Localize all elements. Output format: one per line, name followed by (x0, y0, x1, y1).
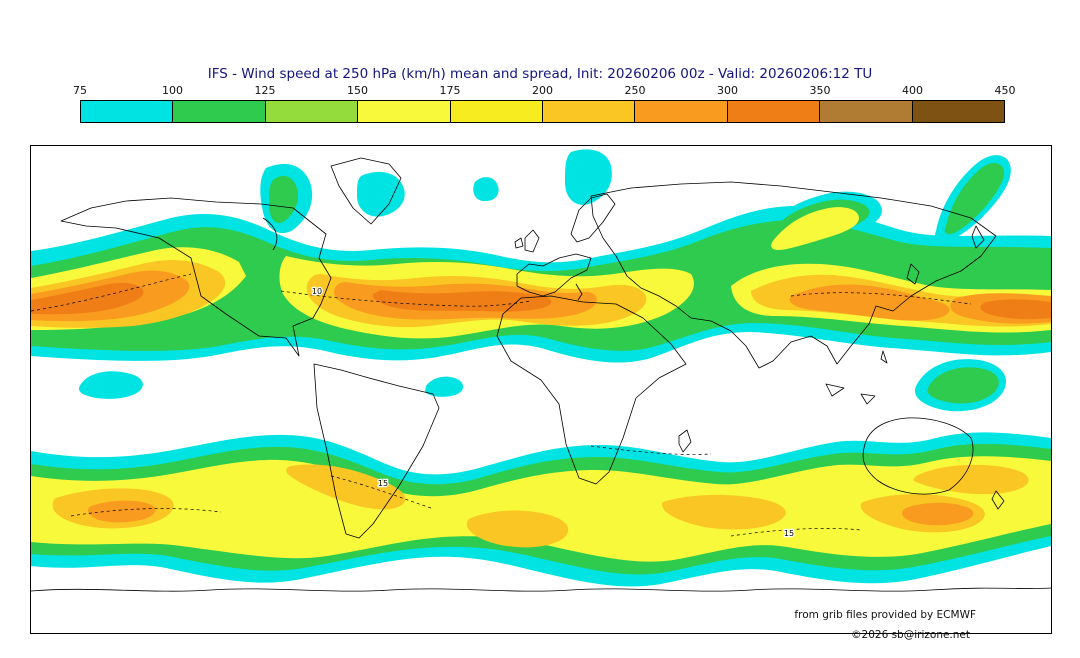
continent-outlines (31, 157, 1051, 592)
coast-africa (496, 295, 687, 485)
colorbar-segment (635, 101, 728, 122)
coast-north-america (60, 197, 332, 357)
colorbar-tick-label: 150 (347, 84, 368, 97)
spread-contour (280, 290, 532, 307)
arctic-patch-scandinavia-cyan (565, 149, 612, 205)
arctic-patch-small-cyan (473, 177, 499, 202)
coast-italy (575, 283, 583, 301)
coast-hudson-bay (262, 217, 278, 251)
contour-label: 15 (378, 479, 388, 488)
colorbar-tick-label: 250 (624, 84, 646, 97)
jet-core-west-deep (31, 282, 144, 315)
colorbar (80, 100, 1005, 123)
spread-contour (730, 528, 862, 537)
tropic-patch-mid-cyan (425, 376, 464, 397)
coast-indonesia1 (825, 383, 845, 397)
coast-antarctica (31, 587, 1051, 592)
colorbar-segment (81, 101, 174, 122)
coast-australia (862, 417, 974, 495)
spread-contour (790, 292, 972, 305)
jet-core-asia-deep (980, 299, 1051, 320)
jet-core-asia-orange1 (789, 284, 950, 321)
jet-core-atlantic-deep (372, 290, 552, 312)
tropic-patch-west-cyan (78, 371, 143, 399)
colorbar-tick-label: 450 (994, 84, 1016, 97)
colorbar-tick-label: 175 (439, 84, 461, 97)
coast-asia (590, 181, 997, 369)
coast-greenland (330, 157, 402, 225)
coast-europe (516, 253, 592, 297)
colorbar-tick-label: 125 (254, 84, 276, 97)
chart-title: IFS - Wind speed at 250 hPa (km/h) mean … (207, 66, 873, 82)
spread-contour (70, 508, 222, 517)
arctic-band-bering-green (944, 162, 1005, 235)
contour-labels: 10 15 15 (311, 286, 796, 540)
colorbar-tick-label: 75 (73, 84, 87, 97)
colorbar-segment (820, 101, 913, 122)
colorbar-tick-label: 350 (809, 84, 831, 97)
contour-label: 10 (312, 287, 322, 296)
south-core3-gold (467, 510, 569, 548)
colorbar-tick-row: 75 100 125 150 175 200 250 300 350 400 450 (73, 84, 1016, 98)
colorbar-segment (912, 101, 1005, 122)
coast-indonesia2 (860, 393, 876, 405)
wind-band-deep-orange-layer (31, 282, 1051, 320)
copyright-credit: ©2026 sb@irizone.net (851, 629, 970, 641)
coast-philippines (880, 350, 888, 364)
coast-ireland (514, 237, 524, 249)
map-frame: 10 15 15 from grib files provided by ECMWF (30, 145, 1052, 634)
arctic-patch-greenland-cyan (357, 171, 405, 217)
coast-madagascar (678, 429, 692, 453)
colorbar-tick-label: 200 (532, 84, 553, 97)
siberia-diagonal-yellow (771, 207, 859, 250)
south-core2-gold (286, 464, 406, 510)
south-core6-gold (913, 464, 1029, 495)
world-wind-map: 10 15 15 (31, 149, 1051, 592)
coast-south-america (313, 363, 440, 539)
colorbar-segment (358, 101, 451, 122)
south-core5-orange (901, 502, 974, 526)
tropic-patch-east-green (927, 367, 999, 404)
south-core1-orange (87, 500, 156, 523)
colorbar-segment (265, 101, 359, 122)
coast-britain (524, 229, 540, 253)
coast-japan (906, 263, 920, 285)
spread-contour (590, 445, 712, 455)
contour-label: 15 (784, 529, 794, 538)
colorbar-tick-label: 400 (902, 84, 923, 97)
south-core4-gold (662, 494, 786, 530)
colorbar-segment (543, 101, 636, 122)
colorbar-tick-label: 100 (162, 84, 183, 97)
spread-contour (31, 273, 192, 312)
coast-kamchatka (971, 225, 985, 249)
spread-contour (330, 475, 432, 509)
colorbar-segment (173, 101, 266, 122)
coast-scandinavia (570, 193, 616, 243)
colorbar-segment (727, 101, 821, 122)
data-provider-credit: from grib files provided by ECMWF (794, 609, 976, 621)
colorbar-tick-label: 300 (717, 84, 738, 97)
colorbar-segment (450, 101, 544, 122)
spread-contours (31, 273, 972, 537)
arctic-patch-canada-green (269, 175, 299, 224)
jet-band-south-yellow (31, 456, 1051, 562)
coast-new-zealand (991, 490, 1005, 510)
